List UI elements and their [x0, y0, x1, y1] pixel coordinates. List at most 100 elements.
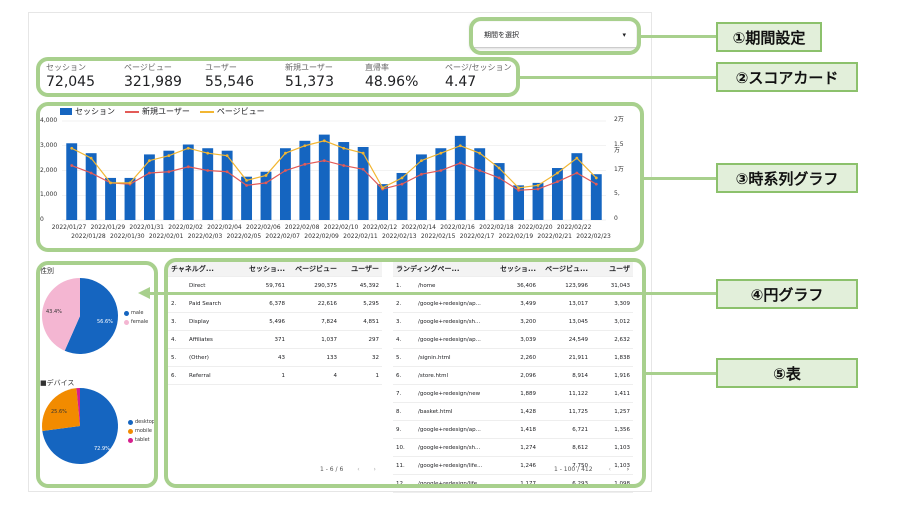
- point-pageviews[interactable]: [186, 146, 190, 150]
- point-pageviews[interactable]: [303, 144, 307, 148]
- pie-slice-male[interactable]: [64, 278, 118, 354]
- point-new-users[interactable]: [284, 169, 287, 172]
- bar-sessions[interactable]: [66, 143, 78, 220]
- bar-sessions[interactable]: [474, 148, 486, 220]
- pie-slice-desktop[interactable]: [42, 388, 119, 464]
- bar-sessions[interactable]: [571, 153, 583, 220]
- point-new-users[interactable]: [186, 165, 190, 169]
- point-new-users[interactable]: [303, 162, 307, 166]
- point-new-users[interactable]: [225, 170, 229, 174]
- point-pageviews[interactable]: [148, 159, 151, 163]
- bar-sessions[interactable]: [357, 146, 369, 220]
- bar-sessions[interactable]: [202, 148, 214, 220]
- point-pageviews[interactable]: [556, 171, 559, 175]
- bar-sessions[interactable]: [105, 177, 117, 220]
- point-new-users[interactable]: [478, 169, 482, 172]
- point-new-users[interactable]: [70, 164, 74, 167]
- bar-sessions[interactable]: [85, 153, 97, 220]
- point-new-users[interactable]: [458, 161, 462, 165]
- users-col-header[interactable]: ユーザー: [340, 262, 383, 277]
- bar-sessions[interactable]: [241, 176, 253, 220]
- point-pageviews[interactable]: [458, 144, 462, 148]
- table-row[interactable]: 7./google+redesign/new 1,889 11,122 1,411: [393, 384, 633, 403]
- point-pageviews[interactable]: [225, 154, 229, 158]
- point-pageviews[interactable]: [128, 181, 132, 185]
- lp-pageviews-col-header[interactable]: ページビュ...: [539, 262, 591, 277]
- bar-sessions[interactable]: [551, 168, 563, 220]
- table-row[interactable]: 9./google+redesign/ap... 1,418 6,721 1,356: [393, 420, 633, 439]
- bar-sessions[interactable]: [435, 148, 447, 220]
- table-row[interactable]: 6. Referral 1 4 1: [168, 366, 383, 385]
- pie-slice-mobile[interactable]: [42, 388, 80, 431]
- prev-page-icon[interactable]: ‹: [608, 466, 611, 473]
- table-row[interactable]: 2./google+redesign/ap... 3,499 13,017 3,309: [393, 294, 633, 313]
- bar-sessions[interactable]: [415, 154, 427, 220]
- point-pageviews[interactable]: [342, 146, 346, 150]
- table-row[interactable]: 5. (Other) 43 133 32: [168, 348, 383, 367]
- bar-sessions[interactable]: [221, 150, 233, 220]
- table-row[interactable]: 4./google+redesign/ap... 3,039 24,549 2,632: [393, 330, 633, 349]
- table-row[interactable]: 11./google+redesign/life... 1,246 7,750 1,1…: [393, 456, 633, 475]
- landing-col-header[interactable]: ランディングペー...: [393, 262, 495, 277]
- table-row[interactable]: 5./signin.html 2,260 21,911 1,838: [393, 348, 633, 367]
- point-pageviews[interactable]: [322, 139, 326, 143]
- table-row[interactable]: 3. Display 5,496 7,824 4,851: [168, 312, 383, 331]
- point-new-users[interactable]: [517, 188, 520, 192]
- point-new-users[interactable]: [439, 169, 443, 172]
- table-row[interactable]: 8./basket.html 1,428 11,725 1,257: [393, 402, 633, 421]
- point-pageviews[interactable]: [109, 181, 112, 185]
- pageviews-col-header[interactable]: ページビュー: [288, 262, 341, 277]
- point-pageviews[interactable]: [206, 151, 210, 155]
- bar-sessions[interactable]: [260, 171, 272, 220]
- bar-sessions[interactable]: [124, 177, 136, 220]
- channel-col-header[interactable]: チャネルグ...: [168, 262, 243, 277]
- point-new-users[interactable]: [556, 180, 559, 184]
- point-new-users[interactable]: [400, 182, 404, 186]
- bar-sessions[interactable]: [493, 163, 505, 220]
- bar-sessions[interactable]: [182, 144, 194, 220]
- point-pageviews[interactable]: [89, 156, 93, 160]
- point-new-users[interactable]: [497, 176, 501, 180]
- point-new-users[interactable]: [420, 172, 423, 176]
- point-new-users[interactable]: [361, 167, 365, 171]
- next-page-icon[interactable]: ›: [626, 466, 630, 473]
- lp-users-col-header[interactable]: ユーザ: [591, 262, 633, 277]
- table-row[interactable]: 3./google+redesign/sh... 3,200 13,045 3,012: [393, 312, 633, 331]
- point-new-users[interactable]: [342, 164, 346, 167]
- point-pageviews[interactable]: [536, 183, 540, 187]
- point-pageviews[interactable]: [381, 186, 384, 190]
- bar-sessions[interactable]: [377, 184, 389, 220]
- bar-sessions[interactable]: [299, 140, 311, 220]
- bar-sessions[interactable]: [143, 154, 155, 220]
- bar-sessions[interactable]: [396, 172, 408, 220]
- table-row[interactable]: 10./google+redesign/sh... 1,274 8,612 1,103: [393, 438, 633, 457]
- point-new-users[interactable]: [167, 170, 171, 174]
- prev-page-icon[interactable]: ‹: [357, 466, 360, 473]
- bar-sessions[interactable]: [163, 150, 175, 220]
- point-pageviews[interactable]: [70, 146, 74, 150]
- point-pageviews[interactable]: [167, 154, 171, 158]
- point-pageviews[interactable]: [575, 156, 579, 160]
- bar-sessions[interactable]: [590, 174, 602, 220]
- point-new-users[interactable]: [322, 159, 326, 163]
- point-pageviews[interactable]: [361, 151, 365, 155]
- pie-slice-female[interactable]: [41, 278, 80, 351]
- next-page-icon[interactable]: ›: [373, 466, 376, 473]
- point-pageviews[interactable]: [245, 179, 248, 182]
- bar-sessions[interactable]: [338, 142, 350, 220]
- point-pageviews[interactable]: [264, 174, 268, 177]
- bar-sessions[interactable]: [454, 135, 466, 220]
- bar-sessions[interactable]: [513, 185, 525, 220]
- lp-sessions-col-header[interactable]: セッショ...: [495, 262, 539, 277]
- point-new-users[interactable]: [89, 171, 93, 175]
- point-pageviews[interactable]: [284, 151, 287, 155]
- point-new-users[interactable]: [536, 187, 540, 191]
- table-row[interactable]: 4. Affiliates 371 1,037 297: [168, 330, 383, 349]
- point-pageviews[interactable]: [439, 151, 443, 155]
- table-row[interactable]: 6./store.html 2,096 8,914 1,916: [393, 366, 633, 385]
- bar-sessions[interactable]: [532, 182, 544, 220]
- point-pageviews[interactable]: [497, 166, 501, 170]
- bar-sessions[interactable]: [318, 134, 330, 220]
- point-new-users[interactable]: [148, 171, 151, 175]
- bar-sessions[interactable]: [279, 148, 291, 220]
